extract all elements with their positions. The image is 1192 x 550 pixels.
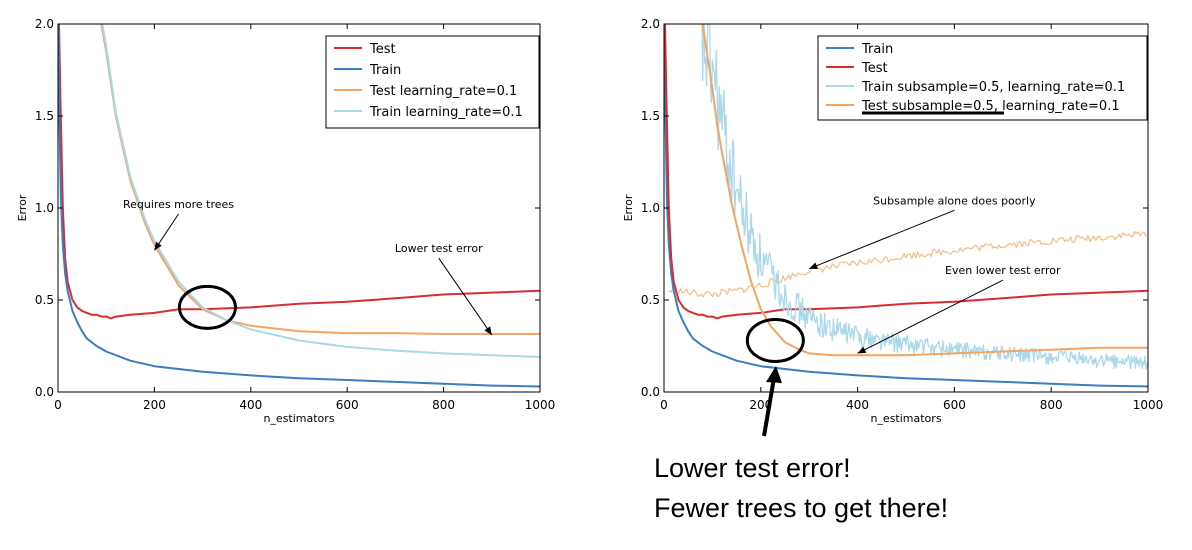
legend-label: Test subsample=0.5, learning_rate=0.1 [861, 99, 1120, 114]
annotation-text: Lower test error [395, 242, 483, 255]
y-axis-label: Error [16, 194, 29, 221]
annotation-text: Requires more trees [123, 198, 234, 211]
x-tick-label: 600 [336, 398, 359, 412]
y-tick-label: 0.5 [641, 293, 660, 307]
annotation-arrowhead [809, 262, 818, 269]
series-line-test [664, 24, 1148, 320]
caption-line-1: Lower test error! [654, 453, 851, 483]
x-tick-label: 200 [143, 398, 166, 412]
x-tick-label: 1000 [525, 398, 556, 412]
y-axis-label: Error [622, 194, 635, 221]
y-tick-label: 1.5 [641, 109, 660, 123]
big-arrow [762, 366, 782, 437]
annotation-arrow [438, 257, 493, 336]
legend-label: Test [861, 61, 888, 76]
legend-label: Test [369, 42, 396, 57]
legend-label: Train [861, 42, 893, 57]
annotation-text: Even lower test error [945, 264, 1061, 277]
series-line-test-subsample-0-5-learning-rate-0-1 [701, 24, 1148, 357]
series-line-train [58, 24, 540, 388]
legend-label: Train [369, 63, 401, 78]
highlight-circle [745, 317, 805, 363]
y-tick-label: 0.0 [641, 385, 660, 399]
x-tick-label: 200 [749, 398, 772, 412]
annotation-arrow [857, 279, 1004, 354]
series-line-train-subsample-0-5-learning-rate-0-1 [701, 24, 1148, 370]
legend: Test Train Test learning_rate=0.1 Train lea… [325, 35, 540, 129]
caption-line-2: Fewer trees to get there! [654, 493, 949, 523]
y-tick-label: 1.0 [641, 201, 660, 215]
series-line-train-learning-rate-0-1 [101, 24, 540, 358]
x-axis-label: n_estimators [263, 412, 334, 425]
chart-left: 0 200 400 600 800 1000 0.0 0.5 1.0 1.5 2.0 n_estima… [16, 17, 555, 425]
y-tick-label: 0.0 [35, 385, 54, 399]
series-line-test [58, 24, 540, 320]
caption: Lower test error! Fewer trees to get the… [654, 448, 948, 528]
y-tick-label: 1.5 [35, 109, 54, 123]
y-tick-label: 1.0 [35, 201, 54, 215]
y-tick-label: 0.5 [35, 293, 54, 307]
annotation-arrowhead [154, 241, 162, 251]
legend-label: Train subsample=0.5, learning_rate=0.1 [861, 80, 1125, 95]
x-tick-label: 600 [943, 398, 966, 412]
x-tick-label: 1000 [1133, 398, 1164, 412]
y-tick-label: 2.0 [641, 17, 660, 31]
x-tick-label: 800 [432, 398, 455, 412]
annotation-text: Subsample alone does poorly [873, 194, 1036, 207]
x-tick-label: 0 [54, 398, 62, 412]
annotation-arrowhead [857, 346, 867, 354]
annotation-arrow [809, 209, 955, 270]
legend: Train Test Train subsample=0.5, learning_r… [817, 35, 1148, 121]
x-tick-label: 800 [1040, 398, 1063, 412]
annotation-arrowhead [484, 326, 492, 335]
series-line-train [664, 24, 1148, 388]
x-tick-label: 0 [660, 398, 668, 412]
legend-label: Test learning_rate=0.1 [369, 84, 517, 99]
x-axis-label: n_estimators [870, 412, 941, 425]
y-tick-label: 2.0 [35, 17, 54, 31]
series-line-unlabeled [668, 230, 1147, 298]
highlight-circle [177, 284, 237, 330]
chart-right: 0 200 400 600 800 1000 0.0 0.5 1.0 1.5 2.0 n_estima… [622, 17, 1164, 425]
legend-label: Train learning_rate=0.1 [369, 105, 523, 120]
x-tick-label: 400 [239, 398, 262, 412]
x-tick-label: 400 [846, 398, 869, 412]
